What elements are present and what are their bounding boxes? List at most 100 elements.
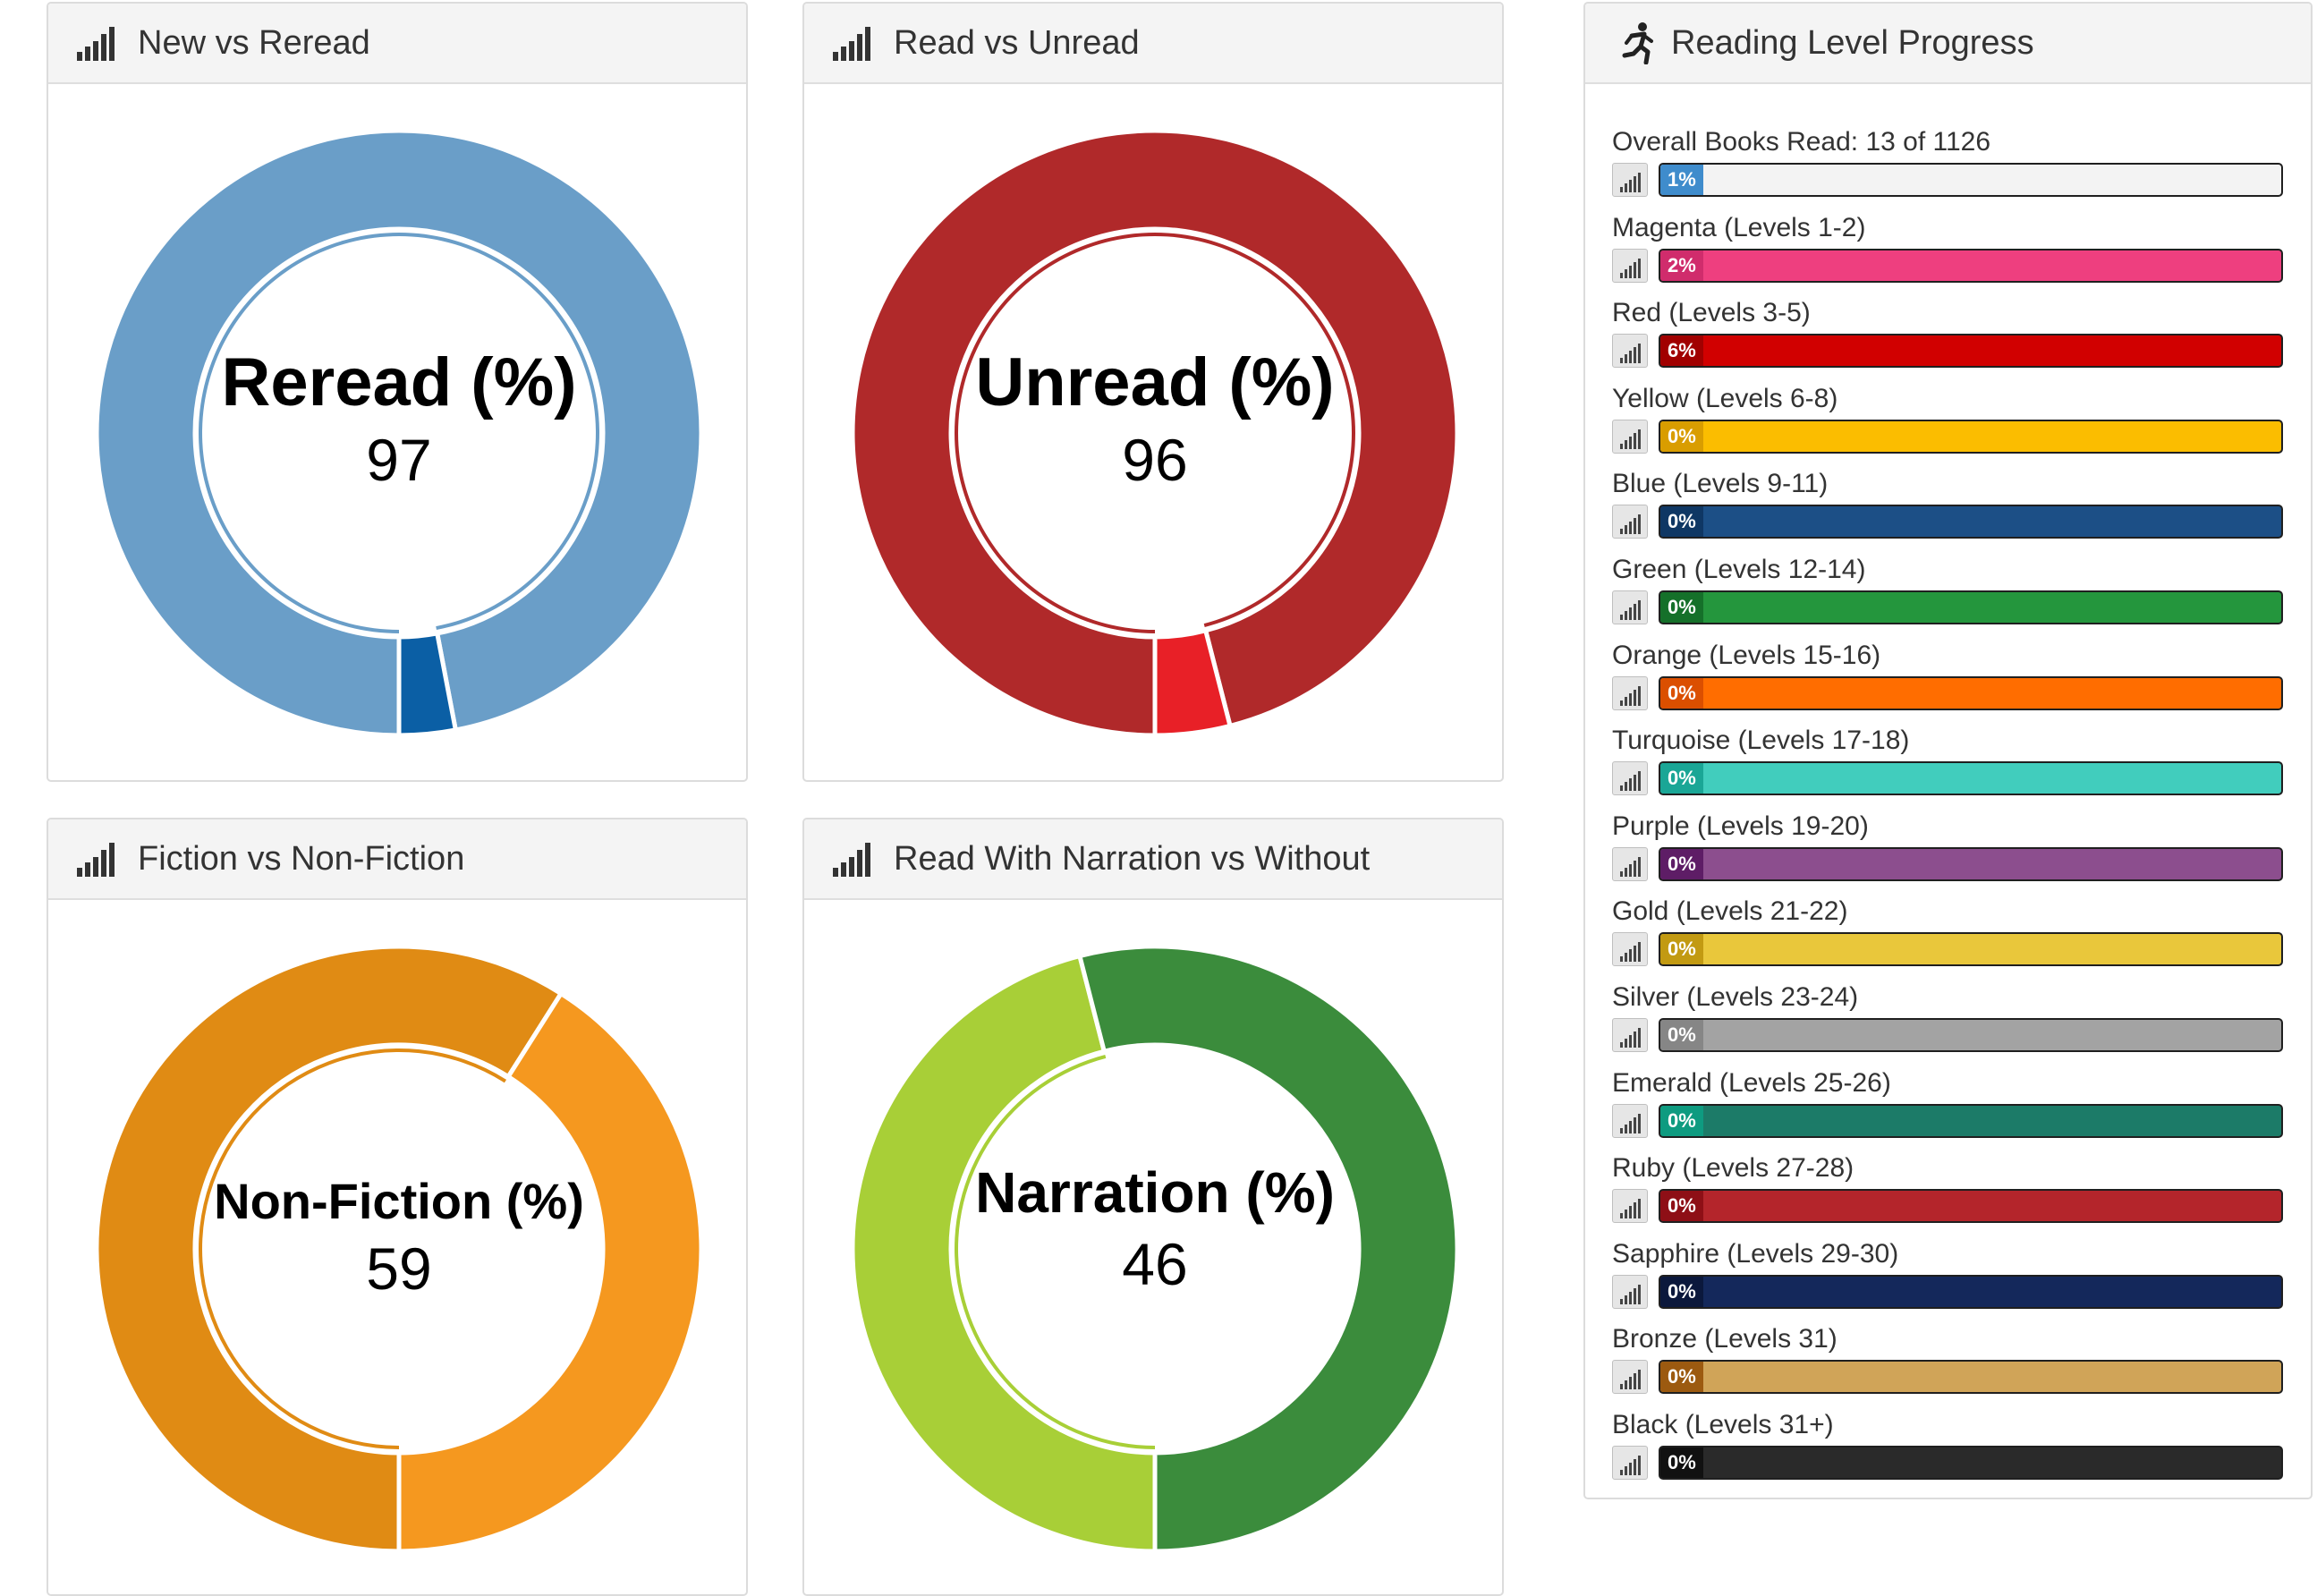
level-label: Green (Levels 12-14) xyxy=(1612,555,1866,584)
progress-percent-badge: 0% xyxy=(1660,848,1703,879)
level-row: Red (Levels 3-5) 6% xyxy=(1612,300,2283,371)
donut-chart-nonfiction xyxy=(95,945,703,1553)
donut-slice-without[interactable] xyxy=(1076,945,1459,1553)
signal-bars-icon[interactable] xyxy=(1612,846,1648,881)
progress-bar: 0% xyxy=(1659,675,2283,710)
panel-title: New vs Reread xyxy=(138,23,370,62)
progress-bar: 0% xyxy=(1659,419,2283,454)
panel-title: Fiction vs Non-Fiction xyxy=(138,839,465,878)
signal-bars-icon[interactable] xyxy=(1612,334,1648,369)
progress-bar: 1% xyxy=(1659,163,2283,197)
progress-bar: 0% xyxy=(1659,1018,2283,1052)
signal-bars-icon[interactable] xyxy=(1612,761,1648,796)
donut-chart-narration xyxy=(851,945,1459,1553)
panel-title: Reading Level Progress xyxy=(1671,23,2034,62)
progress-bar: 2% xyxy=(1659,248,2283,283)
panel-title: Read With Narration vs Without xyxy=(894,839,1371,878)
signal-bars-icon[interactable] xyxy=(1612,590,1648,624)
signal-bars-icon[interactable] xyxy=(1612,1274,1648,1309)
progress-percent-badge: 0% xyxy=(1660,934,1703,965)
bar-chart-icon xyxy=(77,843,115,877)
level-label: Silver (Levels 23-24) xyxy=(1612,982,1859,1012)
progress-bar: 0% xyxy=(1659,846,2283,881)
donut-chart-reread xyxy=(95,129,703,737)
progress-bar: 0% xyxy=(1659,761,2283,796)
progress-percent-badge: 1% xyxy=(1660,165,1703,195)
bar-chart-icon xyxy=(833,843,870,877)
center-title: Unread (%) xyxy=(975,344,1335,420)
donut-center-label: Reread (%) 97 xyxy=(95,344,703,489)
level-label: Overall Books Read: 13 of 1126 xyxy=(1612,127,1991,157)
progress-bar: 0% xyxy=(1659,590,2283,624)
progress-bar: 6% xyxy=(1659,334,2283,369)
center-value: 46 xyxy=(1122,1231,1188,1297)
progress-percent-badge: 0% xyxy=(1660,1447,1703,1478)
signal-bars-icon[interactable] xyxy=(1612,248,1648,283)
signal-bars-icon[interactable] xyxy=(1612,1360,1648,1395)
panel-new-vs-reread: New vs Reread Reread (%) 97 xyxy=(47,2,748,782)
donut-slice-new[interactable] xyxy=(396,631,459,737)
signal-bars-icon[interactable] xyxy=(1612,1103,1648,1138)
level-label: Sapphire (Levels 29-30) xyxy=(1612,1238,1899,1269)
progress-percent-badge: 0% xyxy=(1660,1276,1703,1307)
bar-chart-icon xyxy=(833,27,870,61)
donut-slice-read[interactable] xyxy=(1152,627,1234,737)
running-person-icon xyxy=(1622,22,1653,64)
donut-slice-non-fiction[interactable] xyxy=(95,945,564,1553)
progress-percent-badge: 0% xyxy=(1660,763,1703,794)
panel-narration: Read With Narration vs Without Narration… xyxy=(802,818,1504,1596)
signal-bars-icon[interactable] xyxy=(1612,1189,1648,1224)
progress-percent-badge: 2% xyxy=(1660,250,1703,281)
progress-percent-badge: 0% xyxy=(1660,677,1703,709)
level-label: Gold (Levels 21-22) xyxy=(1612,896,1848,927)
panel-fiction-vs-nonfiction: Fiction vs Non-Fiction Non-Fiction (%) 5… xyxy=(47,818,748,1596)
progress-percent-badge: 0% xyxy=(1660,420,1703,452)
center-title: Non-Fiction (%) xyxy=(214,1173,584,1229)
progress-percent-badge: 6% xyxy=(1660,335,1703,367)
panel-title: Read vs Unread xyxy=(894,23,1140,62)
level-row: Black (Levels 31+) 0% xyxy=(1612,1412,2283,1483)
signal-bars-icon[interactable] xyxy=(1612,505,1648,539)
level-row: Yellow (Levels 6-8) 0% xyxy=(1612,383,2283,457)
progress-percent-badge: 0% xyxy=(1660,1191,1703,1222)
donut-slice-fiction[interactable] xyxy=(396,990,703,1553)
level-row: Turquoise (Levels 17-18) 0% xyxy=(1612,727,2283,799)
signal-bars-icon[interactable] xyxy=(1612,419,1648,454)
progress-bar: 0% xyxy=(1659,1189,2283,1224)
level-row: Sapphire (Levels 29-30) 0% xyxy=(1612,1238,2283,1312)
progress-bar: 0% xyxy=(1659,1360,2283,1395)
panel-header: New vs Reread xyxy=(48,4,746,84)
progress-bar: 0% xyxy=(1659,932,2283,967)
donut-chart-unread xyxy=(851,129,1459,737)
level-row: Magenta (Levels 1-2) 2% xyxy=(1612,214,2283,286)
bar-chart-icon xyxy=(77,27,115,61)
progress-bar: 0% xyxy=(1659,505,2283,539)
level-label: Purple (Levels 19-20) xyxy=(1612,811,1869,841)
signal-bars-icon[interactable] xyxy=(1612,675,1648,710)
level-label: Ruby (Levels 27-28) xyxy=(1612,1153,1854,1184)
progress-percent-badge: 0% xyxy=(1660,592,1703,623)
donut-slice-unread[interactable] xyxy=(851,129,1459,737)
donut-slice-narration[interactable] xyxy=(851,953,1158,1553)
signal-bars-icon[interactable] xyxy=(1612,1018,1648,1052)
level-row: Purple (Levels 19-20) 0% xyxy=(1612,811,2283,885)
center-value: 59 xyxy=(366,1235,432,1302)
progress-percent-badge: 0% xyxy=(1660,1362,1703,1393)
level-row: Orange (Levels 15-16) 0% xyxy=(1612,640,2283,714)
panel-reading-level-progress: Reading Level Progress Overall Books Rea… xyxy=(1583,2,2313,1499)
level-row: Overall Books Read: 13 of 1126 1% xyxy=(1612,129,2283,200)
level-label: Emerald (Levels 25-26) xyxy=(1612,1067,1891,1098)
level-label: Yellow (Levels 6-8) xyxy=(1612,383,1838,413)
panel-read-vs-unread: Read vs Unread Unread (%) 96 xyxy=(802,2,1504,782)
level-label: Orange (Levels 15-16) xyxy=(1612,640,1881,670)
center-title: Narration (%) xyxy=(975,1160,1335,1225)
level-row: Blue (Levels 9-11) 0% xyxy=(1612,471,2283,542)
progress-bar: 0% xyxy=(1659,1446,2283,1480)
level-row: Green (Levels 12-14) 0% xyxy=(1612,556,2283,628)
level-row: Bronze (Levels 31) 0% xyxy=(1612,1326,2283,1397)
donut-slice-reread[interactable] xyxy=(95,129,703,737)
signal-bars-icon[interactable] xyxy=(1612,1446,1648,1480)
signal-bars-icon[interactable] xyxy=(1612,932,1648,967)
donut-center-label: Unread (%) 96 xyxy=(851,344,1459,489)
signal-bars-icon[interactable] xyxy=(1612,163,1648,197)
